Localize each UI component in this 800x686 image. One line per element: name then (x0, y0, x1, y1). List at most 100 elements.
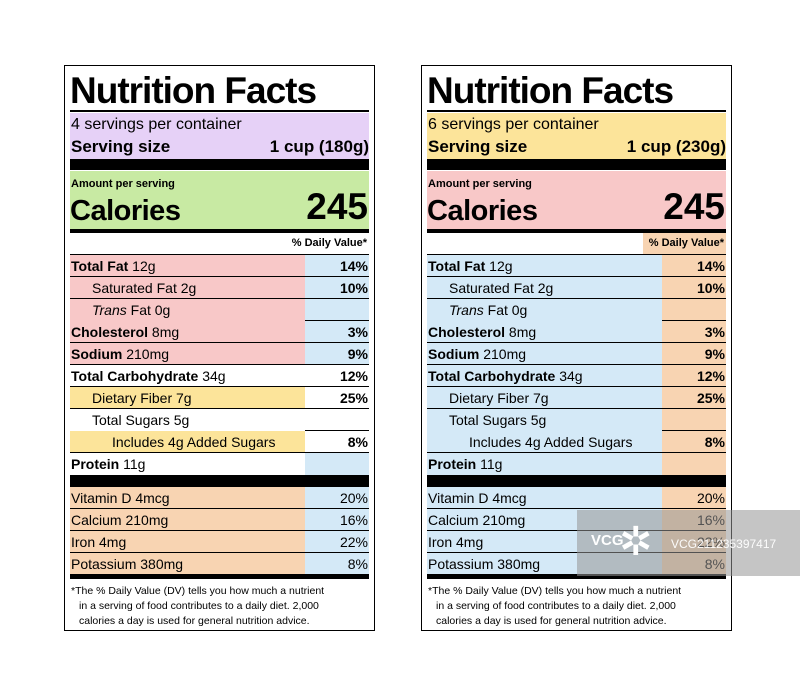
nutrient-name: Saturated Fat 2g (427, 277, 662, 299)
nutrition-label-left: Nutrition Facts 4 servings per container… (64, 65, 375, 631)
serving-block: 4 servings per container Serving size 1 … (70, 113, 369, 159)
nutrient-name-bold: Cholesterol (71, 324, 149, 340)
nutrient-row: Dietary Fiber 7g 25% (427, 387, 726, 409)
nutrient-name: Trans Fat 0g (427, 299, 662, 321)
row-divider (305, 430, 369, 431)
nutrient-name-bold: Protein (71, 456, 120, 472)
daily-value-percent: 10% (305, 277, 369, 299)
nutrient-name: Total Sugars 5g (427, 409, 662, 431)
nutrient-row: Vitamin D 4mcg 20% (70, 487, 369, 509)
row-divider (427, 530, 726, 531)
nutrient-name-bold: Total Fat (71, 258, 129, 274)
nutrient-row: Protein 11g (70, 453, 369, 475)
row-divider (427, 386, 726, 387)
nutrient-row: Includes 4g Added Sugars 8% (427, 431, 726, 453)
nutrient-row: Calcium 210mg 16% (70, 509, 369, 531)
nutrient-amount: Iron 4mg (428, 534, 484, 550)
nutrient-row: Total Sugars 5g (70, 409, 369, 431)
daily-value-percent: 8% (662, 431, 726, 453)
nutrient-name: Total Fat 12g (427, 255, 662, 277)
nutrient-row: Sodium 210mg 9% (427, 343, 726, 365)
daily-value-percent (662, 409, 726, 431)
nutrient-name: Cholesterol 8mg (70, 321, 305, 343)
medium-divider (427, 229, 726, 233)
nutrient-row: Cholesterol 8mg 3% (427, 321, 726, 343)
nutrient-name: Total Carbohydrate 34g (70, 365, 305, 387)
daily-value-percent: 9% (305, 343, 369, 365)
row-divider (427, 552, 726, 553)
nutrient-amount: 34g (555, 368, 583, 384)
daily-value-percent: 25% (305, 387, 369, 409)
nutrient-amount: 34g (198, 368, 226, 384)
label-title: Nutrition Facts (427, 70, 674, 111)
divider (70, 110, 369, 112)
nutrient-amount: 11g (476, 456, 503, 472)
nutrient-name: Calcium 210mg (70, 509, 305, 531)
nutrient-name: Protein 11g (70, 453, 305, 475)
nutrient-name-bold: Total Carbohydrate (71, 368, 199, 384)
servings-per-container: 6 servings per container (428, 116, 599, 133)
nutrient-name: Total Fat 12g (70, 255, 305, 277)
nutrient-row: Saturated Fat 2g 10% (70, 277, 369, 299)
daily-value-percent: 14% (305, 255, 369, 277)
row-divider (427, 452, 726, 453)
serving-size-value: 1 cup (180g) (269, 137, 369, 156)
nutrient-amount: Includes 4g Added Sugars (112, 434, 276, 450)
row-divider (70, 530, 369, 531)
nutrition-label-right: Nutrition Facts 6 servings per container… (421, 65, 732, 631)
daily-value-percent: 12% (305, 365, 369, 387)
serving-size: Serving size 1 cup (180g) (71, 137, 369, 157)
row-divider (70, 364, 369, 365)
row-divider (70, 298, 369, 299)
nutrient-amount: Iron 4mg (71, 534, 127, 550)
row-divider (70, 386, 369, 387)
daily-value-header: % Daily Value* (291, 237, 367, 249)
row-divider (427, 342, 726, 343)
nutrient-amount: Includes 4g Added Sugars (469, 434, 633, 450)
daily-value-percent: 8% (305, 431, 369, 453)
nutrient-name-bold: Total Carbohydrate (428, 368, 556, 384)
row-divider (427, 574, 726, 575)
daily-value-percent: 25% (662, 387, 726, 409)
nutrient-amount: 210mg (122, 346, 170, 362)
nutrient-name-bold: Sodium (428, 346, 480, 362)
nutrient-amount: 8mg (505, 324, 537, 340)
daily-value-percent (305, 409, 369, 431)
nutrient-row: Total Fat 12g 14% (70, 255, 369, 277)
serving-size-label: Serving size (71, 137, 171, 156)
nutrient-name: Dietary Fiber 7g (70, 387, 305, 409)
medium-divider (70, 575, 369, 579)
nutrient-row: Trans Fat 0g (70, 299, 369, 321)
row-divider (427, 508, 726, 509)
footnote-line: in a serving of food contributes to a da… (436, 600, 676, 612)
watermark-code: VCG211235397417 (671, 537, 777, 551)
nutrient-row: Cholesterol 8mg 3% (70, 321, 369, 343)
nutrient-amount: 8mg (148, 324, 180, 340)
footnote-line: calories a day is used for general nutri… (79, 615, 310, 627)
row-divider (70, 276, 369, 277)
nutrient-amount: Potassium 380mg (71, 556, 184, 572)
nutrient-amount: 12g (485, 258, 513, 274)
row-divider (70, 408, 369, 409)
daily-value-percent (305, 299, 369, 321)
nutrient-amount: 210mg (479, 346, 527, 362)
divider (70, 254, 369, 255)
nutrient-name: Total Sugars 5g (70, 409, 305, 431)
medium-divider (70, 229, 369, 233)
row-divider (70, 574, 369, 575)
amount-per-serving: Amount per serving (428, 178, 532, 190)
nutrient-row: Protein 11g (427, 453, 726, 475)
medium-divider (427, 575, 726, 579)
nutrient-name: Potassium 380mg (70, 553, 305, 575)
nutrient-name: Saturated Fat 2g (70, 277, 305, 299)
footnote: *The % Daily Value (DV) tells you how mu… (428, 584, 726, 629)
nutrient-name-bold: Protein (428, 456, 477, 472)
nutrient-name-bold: Total Fat (428, 258, 486, 274)
nutrient-name: Trans Fat 0g (70, 299, 305, 321)
nutrient-row: Potassium 380mg 8% (70, 553, 369, 575)
daily-value-percent (662, 299, 726, 321)
nutrient-amount: Vitamin D 4mcg (428, 490, 527, 506)
daily-value-header: % Daily Value* (642, 233, 726, 254)
nutrient-name: Sodium 210mg (427, 343, 662, 365)
row-divider (70, 552, 369, 553)
